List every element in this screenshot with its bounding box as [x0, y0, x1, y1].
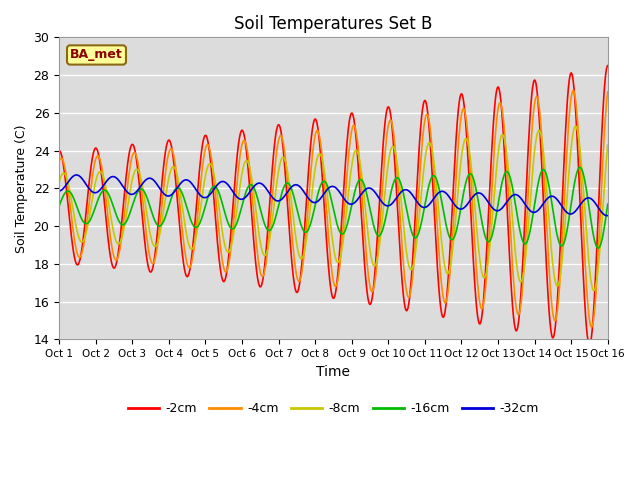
-16cm	[118, 222, 125, 228]
Line: -8cm: -8cm	[59, 126, 608, 290]
-32cm	[290, 182, 298, 188]
-16cm	[576, 165, 584, 170]
-2cm	[55, 148, 63, 154]
-8cm	[55, 180, 63, 185]
-16cm	[150, 216, 158, 222]
-8cm	[604, 142, 612, 148]
X-axis label: Time: Time	[316, 365, 351, 379]
Y-axis label: Soil Temperature (C): Soil Temperature (C)	[15, 124, 28, 252]
-8cm	[572, 123, 579, 129]
-32cm	[266, 191, 273, 196]
Line: -4cm: -4cm	[59, 91, 608, 327]
-8cm	[266, 237, 273, 243]
-2cm	[289, 274, 297, 279]
-4cm	[534, 96, 541, 102]
-32cm	[534, 207, 542, 213]
-2cm	[534, 96, 541, 102]
-2cm	[118, 219, 125, 225]
-32cm	[118, 182, 125, 188]
-16cm	[595, 245, 602, 251]
-4cm	[289, 246, 297, 252]
-16cm	[593, 244, 601, 250]
-32cm	[72, 172, 80, 178]
-8cm	[590, 288, 598, 293]
Line: -16cm: -16cm	[59, 168, 608, 248]
-16cm	[266, 228, 273, 233]
-16cm	[604, 202, 612, 207]
Line: -2cm: -2cm	[59, 66, 608, 345]
-32cm	[150, 178, 158, 184]
-8cm	[534, 129, 541, 135]
-32cm	[604, 213, 612, 218]
-4cm	[588, 324, 595, 330]
-8cm	[593, 274, 601, 279]
-16cm	[55, 203, 63, 209]
-8cm	[289, 215, 297, 220]
-8cm	[150, 243, 158, 249]
Text: BA_met: BA_met	[70, 48, 123, 61]
-32cm	[603, 213, 611, 218]
-32cm	[593, 203, 601, 209]
-8cm	[118, 235, 125, 241]
Legend: -2cm, -4cm, -8cm, -16cm, -32cm: -2cm, -4cm, -8cm, -16cm, -32cm	[123, 397, 544, 420]
-4cm	[55, 158, 63, 164]
-16cm	[289, 192, 297, 197]
-32cm	[55, 188, 63, 194]
-4cm	[604, 89, 612, 95]
-4cm	[118, 234, 125, 240]
-2cm	[586, 342, 593, 348]
-2cm	[150, 257, 158, 263]
Line: -32cm: -32cm	[59, 175, 608, 216]
-4cm	[266, 228, 273, 233]
-2cm	[266, 204, 273, 209]
-2cm	[593, 239, 601, 245]
-4cm	[569, 88, 577, 94]
-16cm	[534, 182, 541, 188]
-2cm	[604, 63, 612, 69]
-4cm	[150, 259, 158, 264]
Title: Soil Temperatures Set B: Soil Temperatures Set B	[234, 15, 433, 33]
-4cm	[593, 270, 601, 276]
